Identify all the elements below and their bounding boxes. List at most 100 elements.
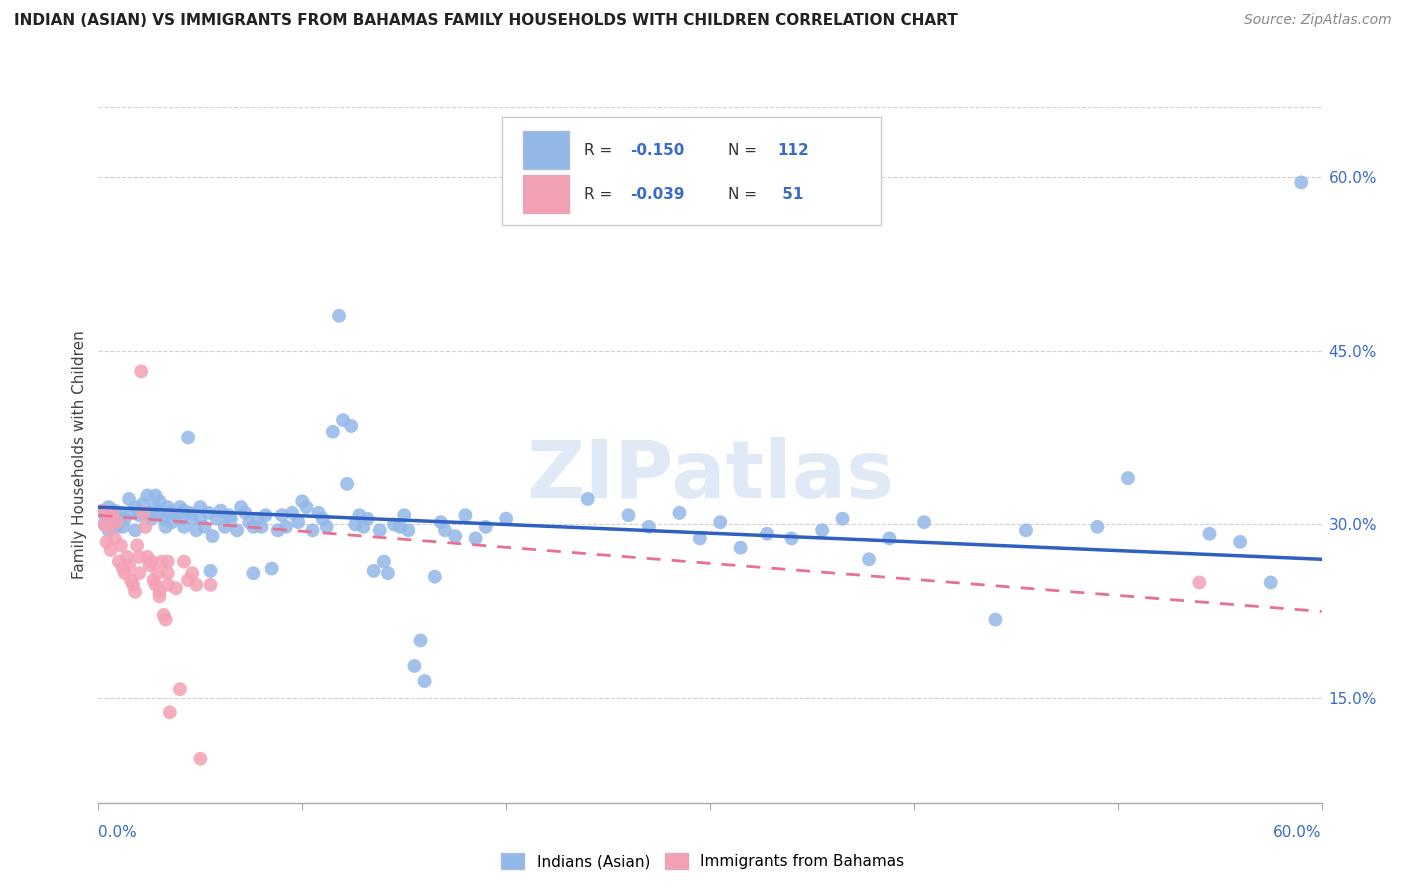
- Text: 112: 112: [778, 143, 808, 158]
- Point: [322, 425, 344, 439]
- Point: [181, 512, 204, 526]
- Point: [132, 497, 155, 511]
- Point: [912, 515, 935, 529]
- Y-axis label: Family Households with Children: Family Households with Children: [72, 331, 87, 579]
- Point: [105, 520, 128, 534]
- Point: [104, 532, 127, 546]
- Point: [114, 512, 136, 526]
- Point: [1116, 471, 1139, 485]
- Point: [811, 523, 834, 537]
- Point: [165, 508, 187, 523]
- Point: [160, 515, 183, 529]
- Point: [377, 566, 399, 581]
- Point: [474, 520, 498, 534]
- Text: -0.039: -0.039: [630, 186, 685, 202]
- Point: [124, 500, 146, 514]
- Point: [93, 517, 115, 532]
- Point: [179, 506, 201, 520]
- Legend: Indians (Asian), Immigrants from Bahamas: Indians (Asian), Immigrants from Bahamas: [495, 847, 911, 875]
- Point: [267, 523, 290, 537]
- Point: [242, 520, 264, 534]
- Point: [145, 500, 167, 514]
- Point: [128, 566, 150, 581]
- Point: [152, 607, 174, 622]
- Point: [186, 523, 208, 537]
- Point: [349, 508, 371, 523]
- Point: [430, 515, 453, 529]
- Point: [260, 561, 283, 575]
- Point: [389, 520, 412, 534]
- Point: [124, 523, 146, 537]
- Point: [205, 512, 228, 526]
- Point: [145, 489, 167, 503]
- Point: [270, 508, 294, 523]
- Point: [149, 494, 172, 508]
- Point: [254, 508, 277, 523]
- Point: [136, 489, 159, 503]
- Point: [1260, 575, 1282, 590]
- Point: [122, 578, 145, 592]
- Point: [101, 515, 124, 529]
- Point: [709, 515, 731, 529]
- Point: [197, 506, 219, 520]
- Point: [159, 506, 181, 520]
- Text: Source: ZipAtlas.com: Source: ZipAtlas.com: [1244, 13, 1392, 28]
- Point: [97, 523, 120, 537]
- Point: [177, 573, 200, 587]
- Point: [242, 566, 264, 581]
- Bar: [523, 175, 569, 213]
- Point: [638, 520, 661, 534]
- Point: [156, 555, 179, 569]
- Point: [617, 508, 640, 523]
- Point: [91, 506, 114, 520]
- Point: [156, 566, 179, 581]
- Point: [149, 590, 172, 604]
- Point: [246, 512, 269, 526]
- Point: [114, 566, 136, 581]
- Point: [1188, 575, 1211, 590]
- Point: [188, 500, 212, 514]
- Point: [177, 431, 200, 445]
- Point: [141, 512, 163, 526]
- Point: [134, 520, 156, 534]
- Point: [129, 364, 152, 378]
- Point: [124, 584, 146, 599]
- Point: [96, 535, 118, 549]
- Point: [879, 532, 901, 546]
- Text: ZIPatlas: ZIPatlas: [526, 437, 894, 515]
- Text: N =: N =: [728, 186, 762, 202]
- Point: [201, 529, 224, 543]
- Point: [356, 512, 378, 526]
- Point: [200, 578, 222, 592]
- Point: [200, 564, 222, 578]
- Point: [858, 552, 880, 566]
- Point: [118, 491, 141, 506]
- Point: [127, 538, 149, 552]
- Point: [409, 633, 432, 648]
- Point: [97, 520, 120, 534]
- Point: [120, 573, 142, 587]
- Point: [295, 500, 318, 514]
- Point: [152, 512, 174, 526]
- Point: [181, 566, 204, 581]
- Point: [156, 500, 179, 514]
- Point: [287, 515, 309, 529]
- Point: [233, 506, 256, 520]
- Point: [97, 506, 120, 520]
- Point: [145, 578, 167, 592]
- Point: [169, 512, 191, 526]
- Point: [110, 506, 132, 520]
- Point: [423, 570, 446, 584]
- Point: [115, 549, 138, 564]
- Point: [219, 512, 242, 526]
- Point: [104, 503, 127, 517]
- Point: [111, 520, 134, 534]
- Point: [312, 512, 335, 526]
- Point: [136, 549, 159, 564]
- Text: N =: N =: [728, 143, 762, 158]
- Point: [128, 508, 150, 523]
- FancyBboxPatch shape: [502, 118, 882, 226]
- Point: [352, 520, 374, 534]
- Point: [97, 500, 120, 514]
- Point: [382, 517, 405, 532]
